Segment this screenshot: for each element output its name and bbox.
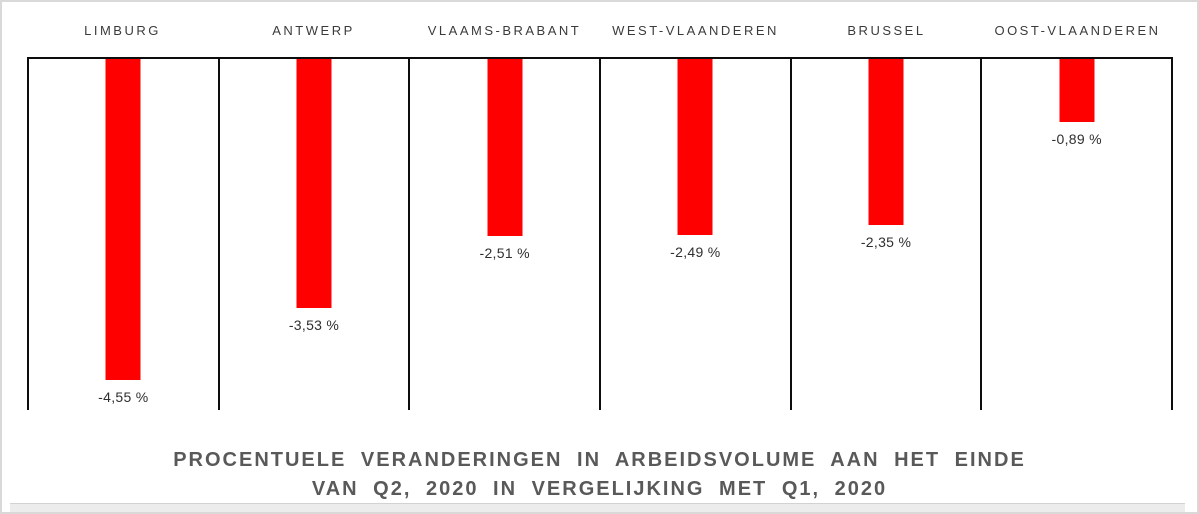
category-header-row: LIMBURG ANTWERP VLAAMS-BRABANT WEST-VLAA… [27,23,1173,38]
category-label-west-vlaanderen: WEST-VLAANDEREN [612,23,779,38]
bar-antwerp [296,59,332,308]
column-west-vlaanderen: -2,49 % [599,59,790,410]
bar-limburg [105,59,141,380]
plot-area: -4,55 % -3,53 % -2,51 % -2,49 % -2,35 % … [27,57,1173,410]
bar-vlaams-brabant [487,59,523,236]
category-label-antwerp: ANTWERP [272,23,355,38]
value-label: -2,35 % [860,234,912,250]
category-label-vlaams-brabant: VLAAMS-BRABANT [427,23,582,38]
value-label: -2,51 % [479,245,530,261]
chart-title-line2: VAN Q2, 2020 IN VERGELIJKING MET Q1, 202… [311,478,888,500]
chart-title-line1: PROCENTUELE VERANDERINGEN IN ARBEIDSVOLU… [173,449,1026,471]
category-label-oost-vlaanderen: OOST-VLAANDEREN [994,23,1161,38]
column-antwerp: -3,53 % [217,59,409,410]
value-label: -2,49 % [670,244,721,260]
column-brussel: -2,35 % [789,59,981,410]
category-label-limburg: LIMBURG [84,23,161,38]
column-vlaams-brabant: -2,51 % [408,59,599,410]
bar-brussel [868,59,904,225]
column-limburg: -4,55 % [29,59,218,410]
bar-oost-vlaanderen [1059,59,1095,122]
column-oost-vlaanderen: -0,89 % [980,59,1171,410]
value-label: -0,89 % [1051,131,1102,147]
value-label: -3,53 % [288,317,340,333]
clipped-bottom-element [10,503,1185,512]
chart-title: PROCENTUELE VERANDERINGEN IN ARBEIDSVOLU… [2,446,1197,504]
value-label: -4,55 % [98,389,149,405]
category-label-brussel: BRUSSEL [847,23,926,38]
bar-west-vlaanderen [677,59,713,235]
